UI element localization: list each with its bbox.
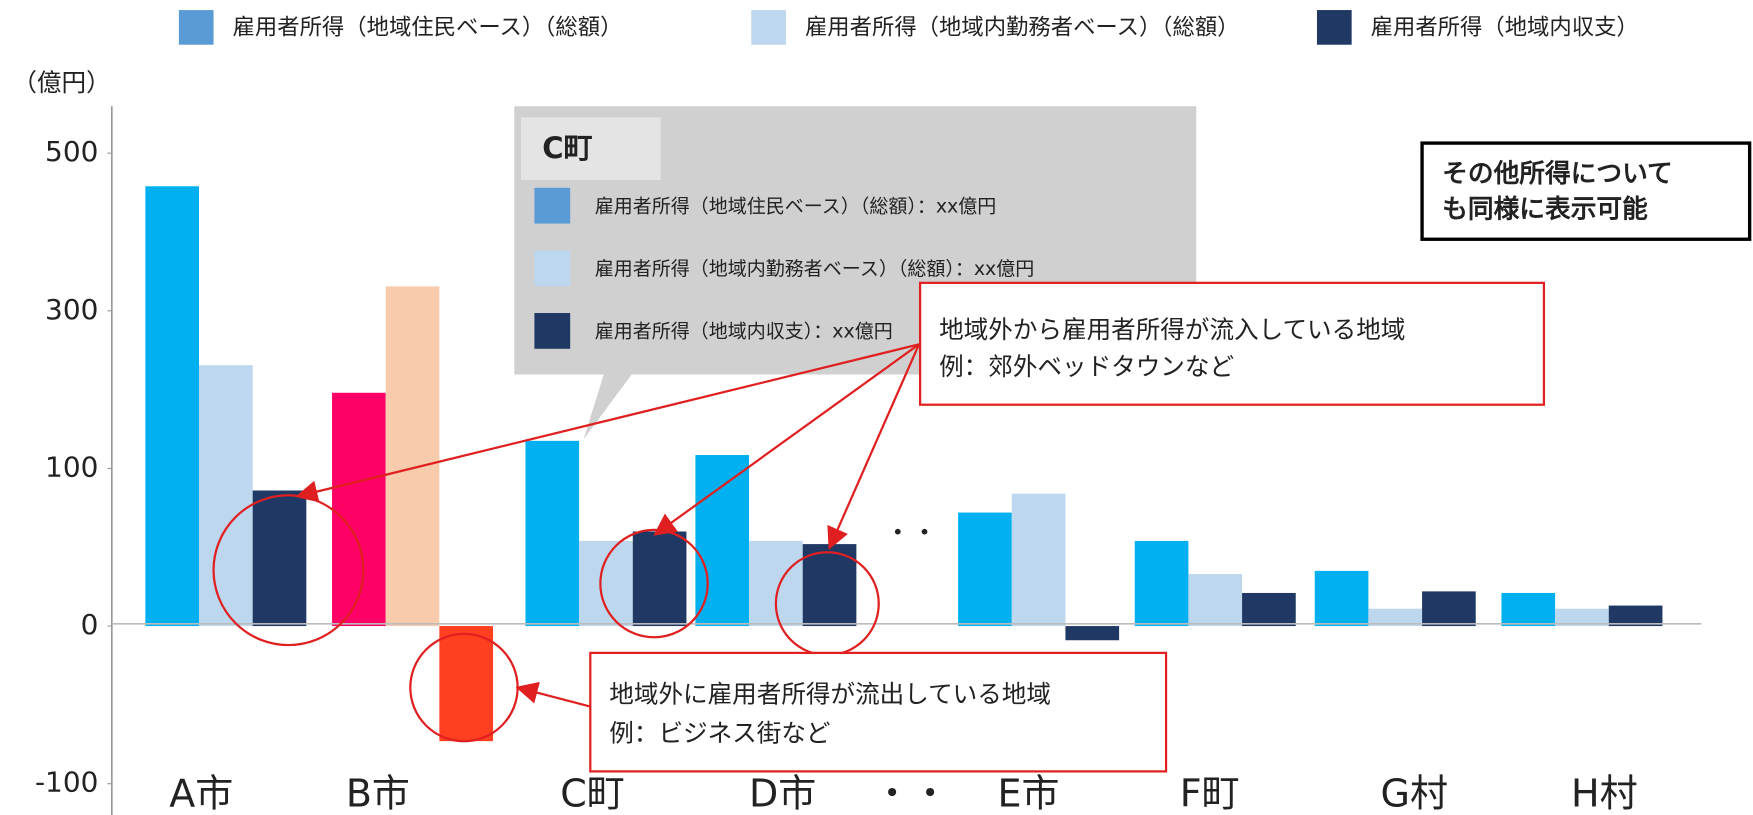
x-tick-label: G村	[1381, 771, 1448, 815]
highlight-circle	[212, 494, 365, 647]
callout-text: 例：郊外ベッドタウンなど	[939, 352, 1234, 381]
x-tick-label: H村	[1571, 771, 1638, 815]
x-tick-label: D市	[749, 771, 816, 815]
y-tick-label: -100	[35, 766, 98, 799]
callout-text: 地域外に雇用者所得が流出している地域	[609, 679, 1051, 708]
x-tick-label: ・・	[873, 771, 949, 815]
bar	[579, 540, 633, 627]
bar	[1314, 570, 1369, 627]
note-text: その他所得について	[1442, 159, 1673, 189]
tooltip-item: 雇用者所得（地域住民ベース）（総額）：xx億円	[595, 195, 997, 217]
bar	[199, 365, 253, 627]
bar	[1134, 540, 1189, 627]
bar	[695, 455, 750, 627]
y-tick-label: 500	[45, 135, 98, 168]
arrow	[515, 681, 591, 708]
gap-marker: ・・	[884, 518, 938, 549]
callout-box	[589, 651, 1168, 773]
y-ticks: 500 300 100 0 -100	[35, 135, 112, 799]
bar	[802, 544, 857, 627]
bar	[1608, 605, 1663, 627]
note-text: も同様に表示可能	[1442, 194, 1648, 225]
bar	[1368, 608, 1423, 627]
x-tick-label: C町	[560, 771, 625, 815]
y-tick-label: 300	[45, 293, 98, 326]
bar	[958, 512, 1012, 627]
legend-label: 雇用者所得（地域住民ベース）（総額）	[233, 14, 623, 40]
legend-swatch	[178, 10, 214, 45]
callout-box	[918, 281, 1546, 406]
bar	[439, 626, 494, 742]
bar	[1555, 608, 1609, 627]
callout-text: 例：ビジネス街など	[609, 719, 830, 748]
x-tick-label: F町	[1180, 771, 1240, 815]
bar	[1011, 493, 1066, 627]
bar	[632, 531, 687, 627]
arrow	[295, 343, 920, 503]
bar	[145, 186, 200, 627]
y-tick-label: 100	[45, 450, 98, 483]
callout-text: 地域外から雇用者所得が流入している地域	[939, 315, 1405, 344]
bar	[1188, 574, 1243, 627]
tooltip-item: 雇用者所得（地域内収支）：xx億円	[595, 321, 893, 343]
x-tick-label: E市	[998, 771, 1060, 815]
y-axis-label: （億円）	[12, 68, 110, 97]
arrow	[653, 343, 920, 536]
legend-label: 雇用者所得（地域内勤務者ベース）（総額）	[805, 14, 1240, 40]
tooltip-title: C町	[542, 131, 592, 165]
x-tick-label: B市	[346, 771, 410, 815]
bar	[525, 440, 580, 627]
legend-label: 雇用者所得（地域内収支）	[1371, 14, 1639, 40]
note-box	[1420, 141, 1752, 241]
legend-swatch	[1316, 10, 1352, 45]
arrow	[827, 343, 921, 550]
bar	[1422, 591, 1476, 627]
bar	[252, 490, 307, 627]
y-tick-label: 0	[81, 608, 99, 641]
legend-swatch	[751, 10, 786, 45]
bar	[385, 286, 440, 627]
tooltip-item: 雇用者所得（地域内勤務者ベース）（総額）：xx億円	[595, 258, 1035, 280]
bar	[1501, 592, 1556, 627]
x-tick-label: A市	[169, 771, 233, 815]
bar	[1242, 592, 1296, 627]
bar	[332, 392, 386, 627]
bar	[1065, 626, 1120, 641]
